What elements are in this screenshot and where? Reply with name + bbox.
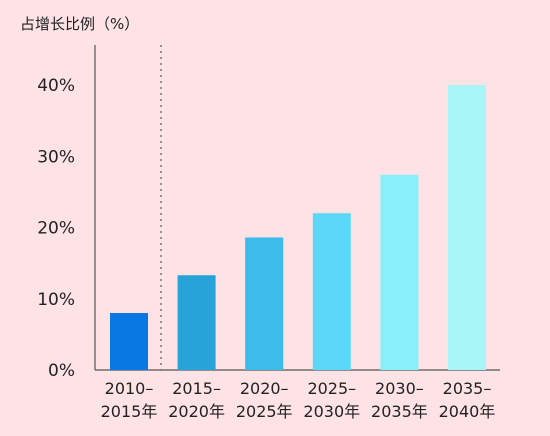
y-tick-label: 30% [37, 147, 75, 167]
bar [312, 213, 351, 370]
y-tick-label: 0% [48, 361, 75, 381]
x-tick-label: 2010– [105, 379, 154, 398]
x-tick-label: 2035– [443, 379, 492, 398]
bars [110, 85, 486, 370]
y-ticks: 0% 10% 20% 30% 40% [37, 76, 75, 381]
bar [177, 275, 216, 370]
bar [110, 313, 148, 370]
x-tick-label: 2015年 [101, 402, 158, 421]
y-axis-label: 占增长比例（%） [20, 15, 139, 33]
bar [245, 237, 284, 370]
bar [380, 174, 419, 370]
x-tick-label: 2025– [307, 379, 356, 398]
y-tick-label: 40% [37, 76, 75, 96]
x-tick-label: 2025年 [236, 402, 293, 421]
x-tick-label: 2035年 [371, 402, 428, 421]
y-tick-label: 20% [37, 219, 75, 239]
x-tick-label: 2030– [375, 379, 424, 398]
bar [448, 85, 486, 370]
y-tick-label: 10% [37, 290, 75, 310]
x-tick-label: 2020– [240, 379, 289, 398]
x-tick-label: 2040年 [439, 402, 496, 421]
x-tick-labels: 2010– 2015年 2015– 2020年 2020– 2025年 2025– 2030年… [101, 379, 496, 421]
x-tick-label: 2030年 [303, 402, 360, 421]
x-tick-label: 2015– [172, 379, 221, 398]
x-tick-label: 2020年 [168, 402, 225, 421]
